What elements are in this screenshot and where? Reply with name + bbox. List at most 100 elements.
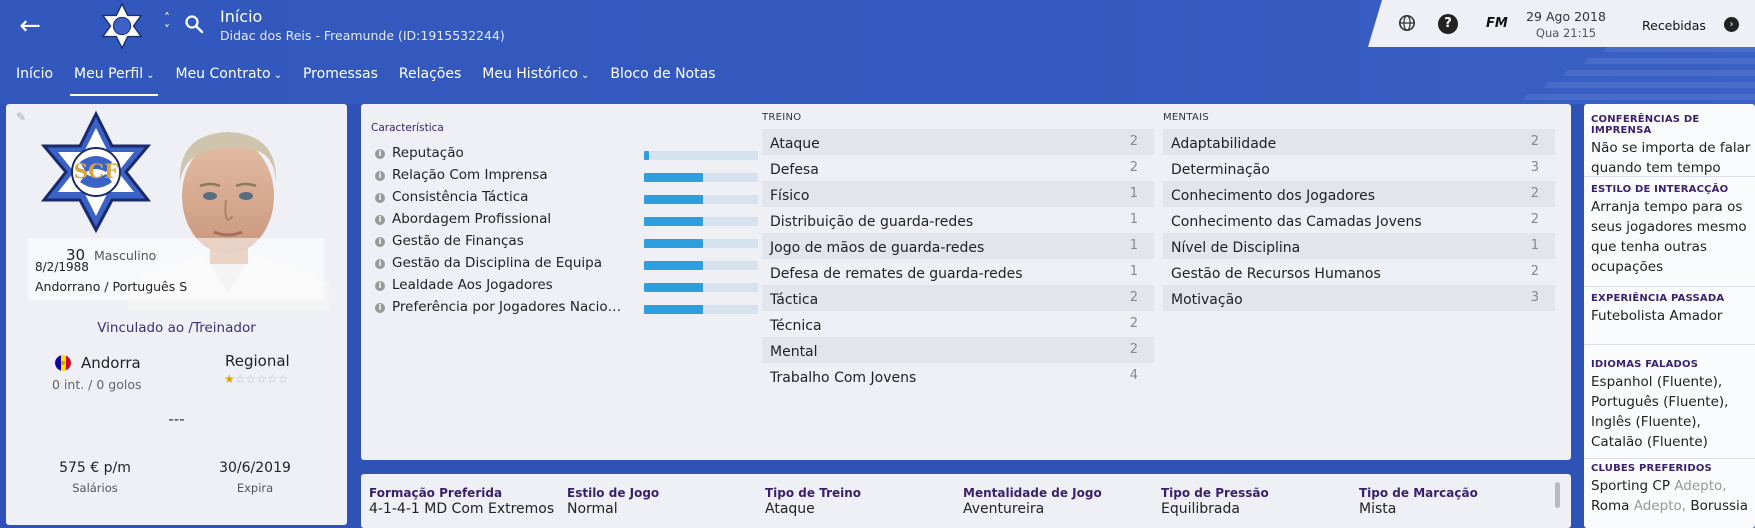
clubs-list: Sporting CP Adepto, Roma Adepto, Borussi… <box>1591 476 1751 516</box>
header-decoration <box>1485 40 1755 104</box>
info-icon[interactable]: i <box>375 193 385 203</box>
attribute-row[interactable]: Conhecimento dos Jogadores 2 <box>1163 181 1555 207</box>
attribute-value: 2 <box>1129 160 1138 175</box>
attribute-value: 1 <box>1129 238 1138 253</box>
info-icon[interactable]: i <box>375 149 385 159</box>
characteristic-label: Gestão de Finanças <box>392 233 524 249</box>
clubs-section: CLUBES PREFERIDOS Sporting CP Adepto, Ro… <box>1591 463 1751 516</box>
language-item: Catalão (Fluente) <box>1591 434 1708 450</box>
interaction-section: ESTILO DE INTERACÇÃO Arranja tempo para … <box>1591 184 1751 277</box>
characteristic-row: i Abordagem Profissional <box>375 210 760 232</box>
attribute-row[interactable]: Nível de Disciplina 1 <box>1163 233 1555 259</box>
details-sidebar <box>1584 104 1755 528</box>
reputation-stars: ★☆☆☆☆☆ <box>224 372 289 386</box>
info-icon[interactable]: i <box>375 303 385 313</box>
attribute-row[interactable]: Táctica 2 <box>762 285 1154 311</box>
info-icon[interactable]: i <box>375 171 385 181</box>
inbox-button[interactable]: Recebidas <box>1642 18 1706 33</box>
attribute-row[interactable]: Trabalho Com Jovens 4 <box>762 363 1154 389</box>
tactic-label: Formação Preferida <box>369 486 503 500</box>
attribute-row[interactable]: Jogo de mãos de guarda-redes 1 <box>762 233 1154 259</box>
edit-icon[interactable]: ✎ <box>16 110 27 124</box>
sidebar-content: CONFERÊNCIAS DE IMPRENSA Não se importa … <box>1584 104 1755 528</box>
attribute-row[interactable]: Ataque 2 <box>762 129 1154 155</box>
attribute-row[interactable]: Motivação 3 <box>1163 285 1555 311</box>
info-icon[interactable]: i <box>375 237 385 247</box>
attribute-value: 1 <box>1530 238 1539 253</box>
attribute-row[interactable]: Defesa 2 <box>762 155 1154 181</box>
chevron-right-icon[interactable]: › <box>1724 17 1739 32</box>
attribute-row[interactable]: Físico 1 <box>762 181 1154 207</box>
attribute-row[interactable]: Adaptabilidade 2 <box>1163 129 1555 155</box>
tab-bar: Início Meu Perfil ⌄ Meu Contrato ⌄ Promess… <box>16 66 736 96</box>
characteristic-bar <box>644 239 758 248</box>
tab-relacoes[interactable]: Relações <box>398 66 462 82</box>
nationality: Andorrano / Português S <box>35 279 187 294</box>
prev-next-arrows[interactable]: ˄ ˅ <box>164 11 170 37</box>
svg-text:SCF: SCF <box>74 159 119 183</box>
divider <box>1584 286 1755 287</box>
tab-meu-historico[interactable]: Meu Histórico ⌄ <box>482 66 590 82</box>
search-icon[interactable] <box>184 14 204 34</box>
experience-heading: EXPERIÊNCIA PASSADA <box>1591 293 1725 304</box>
role-line: Vinculado ao /Treinador <box>6 320 347 336</box>
info-icon[interactable]: i <box>375 281 385 291</box>
characteristic-row: i Gestão de Finanças <box>375 232 760 254</box>
tactic-label: Tipo de Treino <box>765 486 862 500</box>
characteristic-row: i Lealdade Aos Jogadores <box>375 276 760 298</box>
attribute-row[interactable]: Técnica 2 <box>762 311 1154 337</box>
tab-meu-perfil[interactable]: Meu Perfil ⌄ <box>70 66 159 96</box>
role-link[interactable]: Treinador <box>192 320 256 336</box>
globe-icon[interactable] <box>1398 14 1416 32</box>
club-link[interactable]: Sporting CP <box>1591 478 1670 494</box>
nation-name[interactable]: Andorra <box>81 354 141 372</box>
fm-logo[interactable]: FM <box>1486 16 1508 31</box>
attribute-row[interactable]: Mental 2 <box>762 337 1154 363</box>
characteristic-row: i Relação Com Imprensa <box>375 166 760 188</box>
personal-info-box <box>28 238 324 300</box>
attribute-row[interactable]: Conhecimento das Camadas Jovens 2 <box>1163 207 1555 233</box>
characteristic-bar <box>644 195 758 204</box>
attribute-value: 3 <box>1530 290 1539 305</box>
club-tag: Adepto, <box>1633 498 1687 514</box>
languages-heading: IDIOMAS FALADOS <box>1591 359 1699 370</box>
chevron-down-icon: ⌄ <box>580 70 590 81</box>
wage-label: Salários <box>72 481 118 495</box>
tactic-value: Equilibrada <box>1161 501 1240 517</box>
chevron-down-icon: ⌄ <box>146 70 155 81</box>
characteristic-bar-fill <box>644 195 704 204</box>
characteristic-bar-fill <box>644 283 704 292</box>
tab-meu-contrato[interactable]: Meu Contrato ⌄ <box>175 66 282 82</box>
attribute-row[interactable]: Determinação 3 <box>1163 155 1555 181</box>
club-item: Sporting CP Adepto, <box>1591 476 1751 496</box>
attribute-name: Gestão de Recursos Humanos <box>1171 266 1381 282</box>
attribute-row[interactable]: Distribuição de guarda-redes 1 <box>762 207 1154 233</box>
scrollbar[interactable] <box>1555 482 1560 508</box>
characteristic-row: i Gestão da Disciplina de Equipa <box>375 254 760 276</box>
attribute-name: Conhecimento dos Jogadores <box>1171 188 1376 204</box>
game-date: 29 Ago 2018 <box>1526 9 1606 24</box>
attribute-name: Motivação <box>1171 292 1243 308</box>
attribute-name: Conhecimento das Camadas Jovens <box>1171 214 1422 230</box>
tab-bloco-de-notas[interactable]: Bloco de Notas <box>610 66 716 82</box>
tab-promessas[interactable]: Promessas <box>302 66 378 82</box>
characteristic-bar <box>644 217 758 226</box>
club-badge-icon[interactable] <box>98 2 146 50</box>
back-button[interactable]: ← <box>19 11 41 41</box>
characteristic-bar-fill <box>644 239 704 248</box>
tactic-label: Mentalidade de Jogo <box>963 486 1102 500</box>
characteristic-label: Lealdade Aos Jogadores <box>392 277 553 293</box>
info-icon[interactable]: i <box>375 259 385 269</box>
help-icon[interactable]: ? <box>1438 14 1458 34</box>
press-heading: CONFERÊNCIAS DE IMPRENSA <box>1591 114 1700 136</box>
top-right-panel: ? FM 29 Ago 2018 Qua 21:15 Recebidas › <box>1368 0 1755 47</box>
tab-inicio[interactable]: Início <box>16 66 54 82</box>
attribute-row[interactable]: Gestão de Recursos Humanos 2 <box>1163 259 1555 285</box>
club-link[interactable]: Borussia <box>1690 498 1749 514</box>
attribute-row[interactable]: Defesa de remates de guarda-redes 1 <box>762 259 1154 285</box>
info-icon[interactable]: i <box>375 215 385 225</box>
characteristic-label: Preferência por Jogadores Nacionais <box>392 299 624 315</box>
tactic-item: Tipo de Pressão Equilibrada <box>1161 486 1357 517</box>
club-link[interactable]: Roma <box>1591 498 1630 514</box>
language-item: Espanhol (Fluente), <box>1591 374 1723 390</box>
